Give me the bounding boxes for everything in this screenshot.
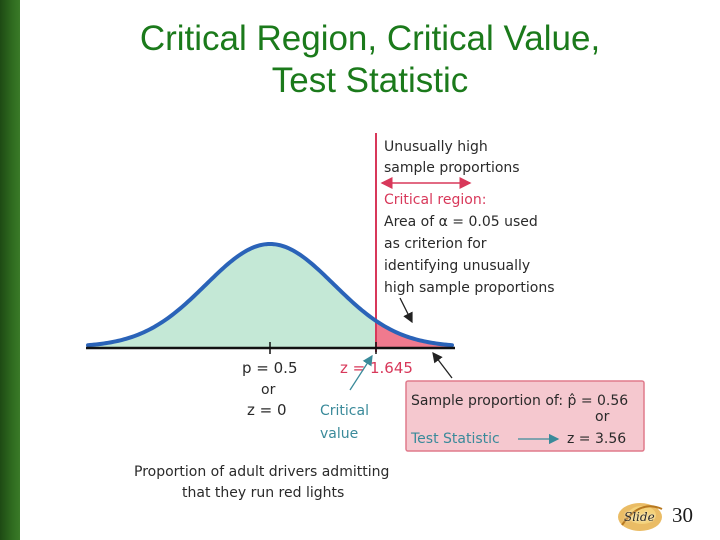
critical-region-area <box>376 320 453 347</box>
criterion-text: as criterion for <box>384 236 487 252</box>
title-line-1: Critical Region, Critical Value, <box>139 19 601 58</box>
caption-line-1: Proportion of adult drivers admitting <box>134 464 389 480</box>
p-label: p = 0.5 <box>242 359 297 377</box>
test-statistic-label: Test Statistic <box>410 431 500 447</box>
normal-curve <box>86 241 454 348</box>
slide-title: Critical Region, Critical Value, Test St… <box>20 18 720 102</box>
caption-line-2: that they run red lights <box>182 485 344 501</box>
critical-region-pointer <box>399 297 413 324</box>
or-label: or <box>261 382 276 398</box>
left-decorative-bar <box>0 0 20 540</box>
unusually-high-text-1: Unusually high <box>384 139 488 155</box>
slide-word: Slide <box>624 510 655 524</box>
sample-proportion-text: Sample proportion of: p̂ = 0.56 <box>411 393 628 409</box>
test-statistic-value: z = 3.56 <box>567 431 626 447</box>
slide-number: 30 <box>672 503 693 527</box>
sample-box-pointer <box>432 351 453 379</box>
distribution-area <box>88 244 376 347</box>
area-alpha-text: Area of α = 0.05 used <box>384 214 538 230</box>
critical-region-label: Critical region: <box>384 192 486 208</box>
sample-or-text: or <box>595 409 610 425</box>
slide-number-badge: Slide 30 <box>612 495 712 535</box>
z-critical-label: z = 1.645 <box>340 359 413 377</box>
high-sample-text: high sample proportions <box>384 280 555 296</box>
identifying-text: identifying unusually <box>384 258 530 274</box>
slide-emblem-icon <box>618 503 663 531</box>
title-line-2: Test Statistic <box>271 61 469 100</box>
sample-proportion-box <box>405 380 645 452</box>
critical-value-text-1: Critical <box>320 403 369 419</box>
unusually-high-text-2: sample proportions <box>384 160 520 176</box>
critical-value-text-2: value <box>320 426 358 442</box>
critical-value-pointer <box>349 354 373 391</box>
z-zero-label: z = 0 <box>247 401 287 419</box>
